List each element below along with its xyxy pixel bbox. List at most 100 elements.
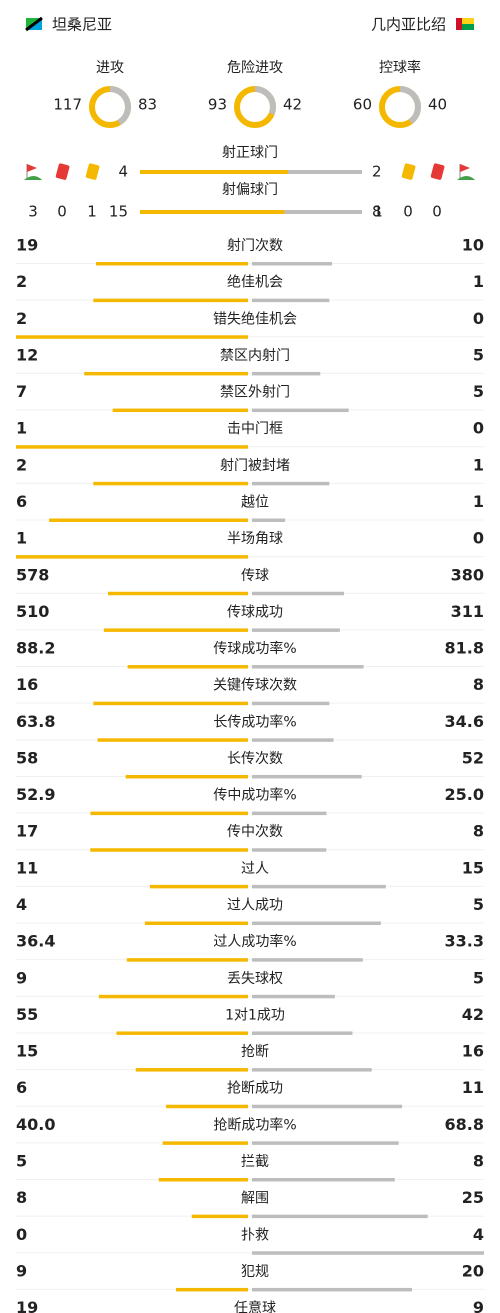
stat-label: 长传次数 xyxy=(227,751,283,767)
stat-home: 36.4 xyxy=(16,932,55,951)
stat-home: 12 xyxy=(16,345,38,364)
away-flag xyxy=(456,18,474,30)
stat-bar-home xyxy=(16,555,248,559)
summary-label: 控球率 xyxy=(379,59,421,76)
stat-bar-away xyxy=(252,591,345,596)
stat-away: 5 xyxy=(473,382,484,401)
stat-bar-away xyxy=(252,958,363,962)
stat-label: 拦截 xyxy=(241,1154,269,1170)
stat-away: 0 xyxy=(473,419,484,438)
card-icon xyxy=(430,163,445,180)
stat-away: 25 xyxy=(462,1188,484,1207)
stat-label: 过人成功率% xyxy=(213,933,296,950)
shots-home: 15 xyxy=(109,203,128,221)
stat-home: 63.8 xyxy=(16,712,55,731)
stat-label: 长传成功率% xyxy=(213,713,296,730)
stat-label: 抢断成功 xyxy=(227,1080,283,1097)
stat-bar-away xyxy=(252,848,327,852)
stat-home: 7 xyxy=(16,382,27,401)
stat-label: 禁区外射门 xyxy=(220,385,290,401)
stat-home: 88.2 xyxy=(16,639,55,658)
stat-label: 1对1成功 xyxy=(225,1007,285,1023)
stat-bar-home xyxy=(149,884,248,889)
stat-bar-away xyxy=(252,738,334,742)
stat-home: 55 xyxy=(16,1005,38,1024)
stat-label: 传球 xyxy=(241,568,269,584)
stat-home: 4 xyxy=(16,895,27,914)
stat-away: 16 xyxy=(462,1042,484,1061)
stat-label: 击中门框 xyxy=(227,421,283,437)
shots-bar-home xyxy=(140,170,288,174)
summary-home: 93 xyxy=(208,96,227,114)
stat-home: 6 xyxy=(16,1078,27,1097)
stat-home: 52.9 xyxy=(16,785,55,804)
stat-home: 15 xyxy=(16,1042,38,1061)
card-icon xyxy=(85,163,100,180)
stat-bar-home xyxy=(116,1031,248,1035)
card-count: 0 xyxy=(403,203,413,221)
stat-bar-home xyxy=(97,738,248,742)
stat-home: 40.0 xyxy=(16,1115,55,1134)
stat-label: 传中次数 xyxy=(227,824,283,840)
stat-bar-home xyxy=(90,811,248,816)
stat-bar-away xyxy=(252,628,340,632)
donut-away xyxy=(234,86,276,128)
stat-bar-home xyxy=(16,445,248,449)
stat-away: 8 xyxy=(473,675,484,694)
stat-away: 8 xyxy=(473,822,484,841)
stat-away: 81.8 xyxy=(445,639,484,658)
stat-bar-away xyxy=(252,1214,428,1219)
stat-away: 4 xyxy=(473,1225,484,1244)
stat-bar-home xyxy=(144,921,248,926)
stat-bar-home xyxy=(162,1141,248,1145)
stat-bar-home xyxy=(135,1068,248,1072)
summary-home: 117 xyxy=(53,96,82,114)
stat-bar-home xyxy=(96,262,248,266)
stat-away: 1 xyxy=(473,492,484,511)
stat-away: 8 xyxy=(473,1152,484,1171)
stat-home: 2 xyxy=(16,455,27,474)
stat-home: 510 xyxy=(16,602,49,621)
stat-label: 丢失球权 xyxy=(227,971,283,987)
stat-home: 19 xyxy=(16,1298,38,1313)
stat-away: 11 xyxy=(462,1078,484,1097)
stat-label: 犯规 xyxy=(241,1264,269,1280)
shots-home: 4 xyxy=(118,163,128,181)
stat-label: 越位 xyxy=(241,494,269,510)
stat-home: 6 xyxy=(16,492,27,511)
stat-label: 射门被封堵 xyxy=(220,458,290,474)
stat-bar-away xyxy=(252,262,332,266)
stat-away: 0 xyxy=(473,529,484,548)
stat-bar-home xyxy=(125,774,248,779)
stat-label: 错失绝佳机会 xyxy=(213,311,297,327)
stat-label: 抢断成功率% xyxy=(213,1116,296,1133)
stat-label: 半场角球 xyxy=(227,531,283,547)
corner-icon xyxy=(457,176,475,180)
home-flag xyxy=(25,16,43,32)
stat-label: 传球成功率% xyxy=(213,640,296,657)
shots-bar-home xyxy=(140,210,285,214)
summary-away: 40 xyxy=(428,96,447,114)
stat-bar-away xyxy=(252,371,321,376)
stat-bar-away xyxy=(252,298,330,303)
summary-home: 60 xyxy=(353,96,372,114)
stat-away: 1 xyxy=(473,455,484,474)
stat-away: 5 xyxy=(473,968,484,987)
card-count: 1 xyxy=(373,203,383,221)
stat-bar-away xyxy=(252,408,349,413)
stat-home: 17 xyxy=(16,822,38,841)
stat-label: 传中成功率% xyxy=(213,787,296,804)
stat-bar-away xyxy=(252,774,362,779)
stat-label: 禁区内射门 xyxy=(220,348,290,364)
stat-away: 42 xyxy=(462,1005,484,1024)
stat-home: 1 xyxy=(16,419,27,438)
home-team: 坦桑尼亚 xyxy=(52,16,112,34)
stat-label: 射门次数 xyxy=(227,238,283,254)
stat-bar-away xyxy=(252,1141,399,1145)
donut-away xyxy=(89,86,131,128)
stat-bar-home xyxy=(176,1287,248,1292)
stat-bar-away xyxy=(252,1178,395,1182)
stat-away: 33.3 xyxy=(445,932,484,951)
card-count: 3 xyxy=(28,203,38,221)
